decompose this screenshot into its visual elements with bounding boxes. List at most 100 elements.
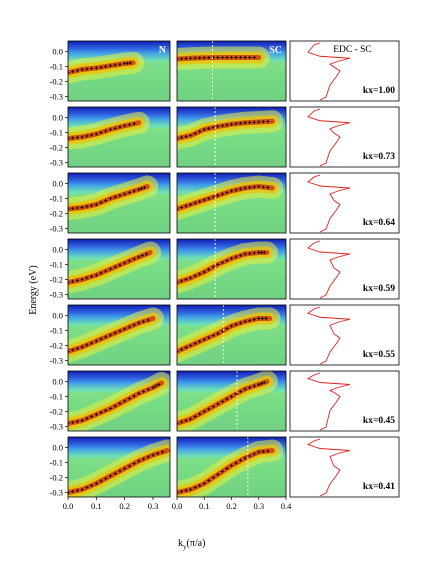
dispersion-point: [144, 252, 148, 256]
dispersion-point: [179, 420, 184, 424]
dispersion-point: [266, 119, 270, 124]
dispersion-point: [123, 327, 127, 331]
x-tick-label: 0.0: [63, 501, 74, 511]
normal-state-panel: [68, 437, 170, 497]
panel-frame: [67, 40, 171, 102]
dispersion-point: [80, 205, 84, 210]
dispersion-point: [243, 121, 247, 125]
dispersion-point: [137, 255, 141, 259]
normal-state-panel: [68, 41, 170, 101]
edc-panel: kx=0.59: [289, 238, 400, 300]
dispersion-point: [99, 130, 103, 135]
dispersion-point: [211, 195, 215, 199]
panel-frame: [176, 106, 287, 168]
dispersion-point: [104, 476, 108, 481]
y-tick-label: -0.3: [50, 224, 63, 234]
panel-frame: [176, 40, 287, 102]
edc-panel: kx=0.41: [289, 436, 400, 498]
y-tick-label: -0.1: [50, 194, 63, 204]
dispersion-point: [108, 64, 113, 68]
dispersion-point: [207, 196, 211, 201]
dispersion-point: [243, 252, 247, 256]
band-core: [177, 448, 275, 495]
dispersion-point: [216, 193, 220, 198]
dispersion-point: [198, 272, 202, 276]
dispersion-point: [90, 483, 94, 488]
dispersion-point: [238, 55, 243, 60]
edc-frame: [289, 304, 400, 366]
dispersion-point: [137, 187, 141, 192]
dispersion-point: [257, 184, 261, 189]
dispersion-point: [198, 339, 202, 344]
dispersion-point: [248, 318, 252, 323]
dispersion-point: [104, 335, 108, 339]
y-tick-label: -0.3: [50, 422, 63, 432]
kx-label: kx=0.41: [363, 482, 395, 492]
band-core: [68, 120, 142, 141]
dispersion-point: [94, 481, 98, 486]
dispersion-point: [234, 255, 238, 259]
kx-label: kx=0.59: [363, 284, 395, 294]
panel-frame: [67, 304, 171, 366]
dispersion-point: [216, 402, 220, 406]
band-core: [177, 316, 273, 354]
dispersion-point: [160, 450, 165, 454]
dispersion-point: [207, 407, 211, 411]
dispersion-point: [193, 485, 197, 490]
dispersion-point: [127, 259, 131, 263]
dispersion-point: [225, 55, 229, 60]
dispersion-point: [264, 316, 268, 321]
dispersion-point: [125, 61, 130, 65]
sc-state-panel: [177, 173, 286, 233]
dispersion-point: [68, 207, 70, 211]
edc-curve: [307, 306, 351, 365]
dispersion-point: [123, 399, 127, 403]
sc-state-panel: [177, 305, 286, 365]
dispersion-point: [132, 323, 136, 327]
dispersion-point: [94, 66, 98, 70]
dispersion-point: [202, 409, 206, 414]
dispersion-point: [75, 135, 80, 140]
dispersion-point: [266, 185, 270, 190]
dispersion-point: [177, 136, 179, 141]
dispersion-point: [198, 412, 202, 416]
dispersion-point: [127, 325, 131, 329]
dispersion-point: [146, 318, 150, 322]
dispersion-point: [252, 120, 256, 124]
edc-panel: kx=0.55: [289, 304, 400, 366]
dispersion-point: [234, 122, 238, 126]
dispersion-point: [141, 319, 146, 324]
dispersion-point: [99, 479, 103, 483]
dispersion-point: [238, 389, 243, 394]
dispersion-point: [85, 416, 89, 421]
dispersion-point: [193, 201, 197, 205]
dispersion-point: [123, 261, 127, 265]
dispersion-point: [184, 345, 188, 350]
y-tick-label: 0.0: [52, 377, 63, 387]
kx-label: kx=1.00: [363, 86, 395, 96]
dispersion-point: [257, 250, 261, 255]
dispersion-point: [207, 478, 211, 483]
dispersion-point: [108, 267, 113, 271]
y-tick-label: 0.0: [52, 47, 63, 57]
dispersion-point: [179, 205, 184, 210]
dispersion-point: [68, 349, 70, 354]
dispersion-point: [211, 475, 215, 480]
dispersion-point: [189, 202, 193, 207]
label-normal-state: N: [159, 45, 167, 56]
dispersion-point: [248, 251, 252, 256]
y-tick-label: -0.1: [50, 260, 63, 270]
dispersion-point: [252, 317, 256, 322]
dispersion-point: [85, 67, 89, 71]
dispersion-point: [216, 124, 220, 129]
dispersion-point: [225, 326, 229, 331]
dispersion-point: [252, 384, 256, 388]
dispersion-point: [90, 414, 94, 419]
dispersion-point: [99, 65, 103, 69]
panel-frame: [176, 238, 287, 300]
normal-state-panel: [68, 239, 170, 299]
y-tick-label: 0.0: [52, 245, 63, 255]
dispersion-point: [229, 189, 234, 193]
sc-state-panel: [177, 437, 286, 497]
dispersion-point: [118, 401, 122, 406]
